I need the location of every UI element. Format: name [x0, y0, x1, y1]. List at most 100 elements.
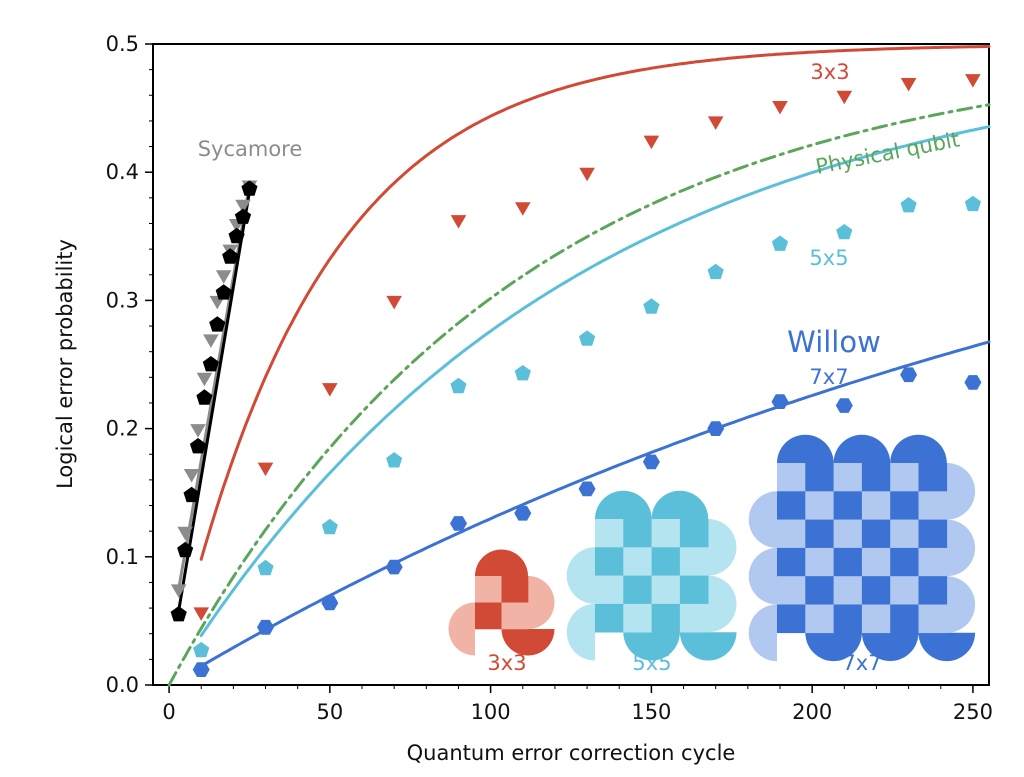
axis-ticks: 0 50 100 150 200 250 0.0 0.1 0.2 0.3 0.4 0.5 — [106, 32, 993, 724]
x-tick-label: 250 — [953, 700, 993, 724]
lattice-cell — [501, 576, 529, 603]
lattice-boundary — [623, 632, 680, 661]
lattice-cell — [623, 519, 652, 548]
data-point — [386, 295, 402, 310]
lattice-cell — [651, 603, 681, 633]
lattice-cell — [777, 604, 806, 634]
data-point — [193, 607, 209, 621]
data-point — [836, 224, 853, 240]
lattice-cell — [679, 575, 709, 605]
plot-frame — [152, 43, 990, 686]
data-point — [964, 375, 982, 390]
annotation-5x5: 5x5 — [809, 246, 848, 270]
lattice-cell — [679, 547, 709, 576]
lattice-cell — [805, 547, 834, 577]
lattice-boundary — [651, 490, 709, 519]
lattice-boundary — [566, 603, 595, 661]
lattice-cell — [890, 491, 919, 520]
lattice-cell — [777, 519, 806, 549]
lattice-cell — [833, 519, 863, 549]
lattice-cell — [861, 547, 891, 577]
data-point — [965, 74, 981, 88]
y-tick-label: 0.4 — [106, 160, 139, 184]
x-tick-label: 150 — [631, 700, 671, 724]
lattice-cell — [890, 604, 919, 634]
lattice-label-7x7: 7x7 — [842, 651, 881, 675]
lattice-inset-5x5: 5x5 — [566, 490, 737, 675]
lattice-label-3x3: 3x3 — [487, 651, 526, 675]
data-point — [183, 469, 200, 483]
x-tick-label: 100 — [471, 700, 511, 724]
lattice-boundary — [890, 434, 947, 463]
data-point — [450, 516, 467, 531]
lattice-cell — [833, 547, 863, 577]
lattice-boundary — [566, 547, 595, 604]
data-point — [643, 135, 660, 150]
lattice-cell — [918, 604, 948, 634]
lattice-boundary — [679, 632, 737, 661]
lattice-cell — [777, 463, 806, 492]
data-point — [321, 595, 339, 611]
data-point — [386, 452, 403, 468]
lattice-boundary — [708, 575, 737, 633]
lattice-cell — [623, 603, 652, 633]
data-point — [643, 298, 660, 314]
lattice-boundary — [528, 576, 555, 629]
lattice-cell — [777, 547, 806, 577]
data-point — [900, 367, 918, 383]
data-point — [772, 101, 788, 115]
data-point — [257, 559, 274, 576]
fit-line — [167, 103, 991, 687]
lattice-cell — [777, 491, 806, 520]
x-tick-label: 200 — [792, 700, 832, 724]
data-point — [707, 116, 724, 130]
lattice-cell — [918, 576, 948, 605]
data-point — [900, 197, 917, 213]
lattice-boundary — [748, 547, 777, 605]
lattice-cell — [918, 547, 948, 577]
lattice-boundary — [777, 434, 834, 463]
lattice-cell — [805, 576, 834, 605]
lattice-cell — [861, 491, 891, 520]
x-tick-label: 0 — [162, 700, 175, 724]
lattice-cell — [805, 604, 834, 634]
data-point — [202, 356, 219, 372]
data-point — [642, 454, 660, 470]
lattice-cell — [861, 604, 891, 634]
annotation-willow: Willow — [787, 325, 881, 359]
annotation-7x7: 7x7 — [809, 365, 848, 389]
data-point — [192, 662, 210, 677]
lattice-cell — [833, 604, 863, 634]
lattice-cell — [861, 576, 891, 605]
lattice-cell — [918, 519, 948, 549]
lattice-cell — [623, 547, 652, 576]
data-point — [450, 215, 467, 229]
lattice-cell — [475, 602, 502, 630]
data-point — [196, 372, 213, 387]
fit-curves — [167, 44, 991, 687]
lattice-cell — [501, 602, 529, 630]
data-point — [257, 619, 274, 635]
lattice-cell — [833, 463, 863, 492]
lattice-cell — [890, 463, 919, 492]
data-point — [321, 518, 338, 535]
data-points — [170, 74, 982, 677]
data-point — [235, 199, 251, 214]
data-point — [707, 263, 724, 280]
lattice-cell — [777, 576, 806, 605]
data-point — [170, 584, 187, 598]
data-point — [450, 377, 467, 394]
lattice-cell — [651, 575, 681, 605]
data-point — [257, 462, 274, 477]
y-tick-label: 0.2 — [106, 417, 139, 441]
data-point — [514, 365, 531, 381]
data-point — [193, 641, 210, 658]
data-point — [189, 438, 207, 454]
data-point — [215, 284, 232, 300]
lattice-cell — [833, 576, 863, 605]
data-point — [241, 180, 258, 196]
lattice-boundary — [748, 491, 777, 548]
data-point — [196, 389, 213, 405]
y-tick-label: 0.1 — [106, 545, 139, 569]
